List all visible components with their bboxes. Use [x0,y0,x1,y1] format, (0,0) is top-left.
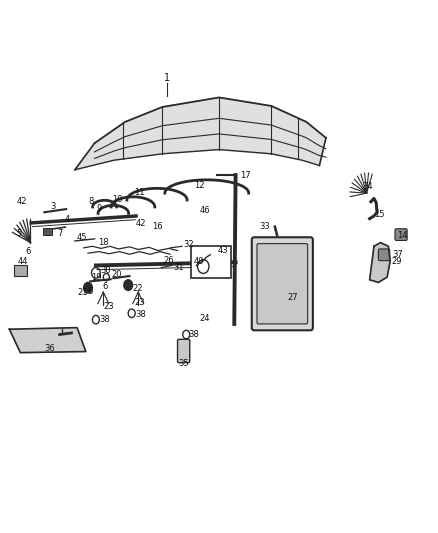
Text: 44: 44 [17,257,28,265]
Text: 10: 10 [113,195,123,204]
Text: 17: 17 [240,171,251,180]
Text: 6: 6 [25,247,31,256]
Text: 40: 40 [194,257,205,265]
Text: 34: 34 [362,182,373,191]
Text: 16: 16 [152,222,162,231]
Polygon shape [10,328,86,353]
Text: 4: 4 [64,215,70,224]
Text: 7: 7 [57,229,62,238]
Text: 1: 1 [163,73,170,83]
Text: 33: 33 [260,222,271,231]
Text: 42: 42 [136,220,147,229]
Text: 45: 45 [76,233,87,242]
Text: 35: 35 [178,359,189,368]
Text: 29: 29 [392,257,402,265]
FancyBboxPatch shape [378,249,390,261]
Text: 26: 26 [163,256,174,264]
Text: 36: 36 [44,344,55,353]
Text: 23: 23 [134,298,145,307]
FancyBboxPatch shape [252,237,313,330]
Text: 30: 30 [100,266,111,275]
Text: 3: 3 [50,203,56,212]
Text: 20: 20 [111,270,122,279]
Polygon shape [75,98,326,169]
Text: 18: 18 [98,238,109,247]
Text: 38: 38 [135,310,146,319]
Text: 8: 8 [89,197,94,206]
Text: 38: 38 [99,315,110,324]
Text: 6: 6 [88,287,93,296]
FancyBboxPatch shape [177,340,190,363]
Text: 37: 37 [393,251,403,260]
FancyBboxPatch shape [395,229,407,240]
Text: 31: 31 [173,263,184,272]
Text: 12: 12 [194,181,205,190]
Text: 9: 9 [96,204,102,213]
Text: 19: 19 [91,273,101,281]
FancyBboxPatch shape [257,244,307,324]
Text: 21: 21 [78,287,88,296]
Text: 5: 5 [17,229,22,238]
Text: 14: 14 [397,231,408,240]
FancyBboxPatch shape [191,246,231,278]
Text: 15: 15 [374,210,385,219]
Text: 42: 42 [16,197,27,206]
Text: 27: 27 [287,293,298,302]
Text: 46: 46 [200,206,210,215]
Text: 38: 38 [188,330,199,339]
Text: 22: 22 [133,284,143,293]
FancyBboxPatch shape [14,265,27,276]
Polygon shape [370,243,390,282]
Text: 32: 32 [183,240,194,249]
Text: 23: 23 [104,302,114,311]
Text: 24: 24 [200,314,210,323]
Circle shape [124,280,133,290]
FancyBboxPatch shape [43,228,52,235]
Text: 6: 6 [103,281,108,290]
Text: 43: 43 [218,246,229,255]
Text: 11: 11 [134,188,145,197]
Circle shape [84,282,92,293]
